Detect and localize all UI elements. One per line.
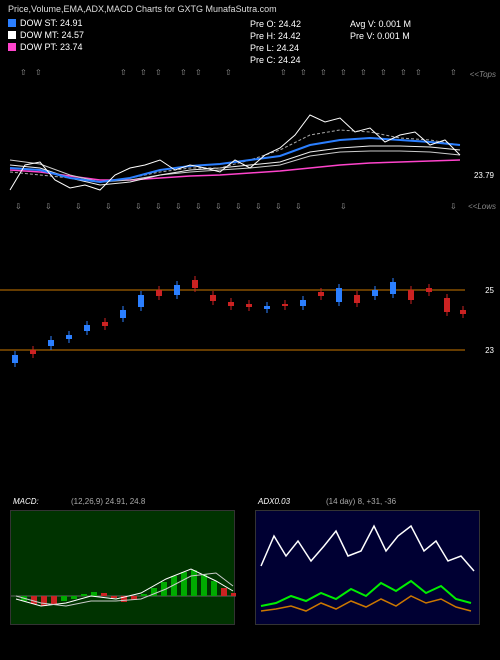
macd-title: MACD: [13,497,39,506]
info-line: Avg V: 0.001 M [350,18,411,30]
legend: DOW ST: 24.91 DOW MT: 24.57 DOW PT: 23.7… [8,18,84,54]
legend-label: DOW PT: 23.74 [20,42,83,52]
legend-item: DOW MT: 24.57 [8,30,84,40]
adx-svg [256,511,481,626]
info-line: Pre L: 24.24 [250,42,301,54]
tops-label: <<Tops [470,70,496,79]
legend-swatch [8,31,16,39]
candle-axis-label: 23 [483,345,496,356]
lows-label: <<Lows [468,202,496,211]
candle-chart: 25 23 [0,240,500,370]
price-chart-svg [0,60,470,215]
volume-info: Avg V: 0.001 M Pre V: 0.001 M [350,18,411,42]
info-line: Pre V: 0.001 M [350,30,411,42]
price-chart: <<Tops <<Lows 23.79 ⇧⇧⇧⇧⇧⇧⇧⇧⇧⇧⇧⇧⇧⇧⇧⇧⇧ ⇩⇩… [0,60,500,215]
macd-panel: MACD: (12,26,9) 24.91, 24.8 [10,510,235,625]
info-line: Pre H: 24.42 [250,30,301,42]
adx-title: ADX0.03 [258,497,290,506]
legend-item: DOW ST: 24.91 [8,18,84,28]
legend-swatch [8,19,16,27]
adx-params: (14 day) 8, +31, -36 [326,497,396,506]
legend-item: DOW PT: 23.74 [8,42,84,52]
macd-params: (12,26,9) 24.91, 24.8 [71,497,145,506]
macd-svg [11,511,236,626]
info-line: Pre O: 24.42 [250,18,301,30]
candle-chart-svg [0,240,470,370]
page-title: Price,Volume,EMA,ADX,MACD Charts for GXT… [8,4,277,14]
adx-panel: ADX0.03 (14 day) 8, +31, -36 [255,510,480,625]
legend-label: DOW MT: 24.57 [20,30,84,40]
candle-axis-label: 25 [483,285,496,296]
ohlc-info: Pre O: 24.42 Pre H: 24.42 Pre L: 24.24 P… [250,18,301,66]
legend-swatch [8,43,16,51]
legend-label: DOW ST: 24.91 [20,18,83,28]
price-axis-label: 23.79 [472,170,496,181]
